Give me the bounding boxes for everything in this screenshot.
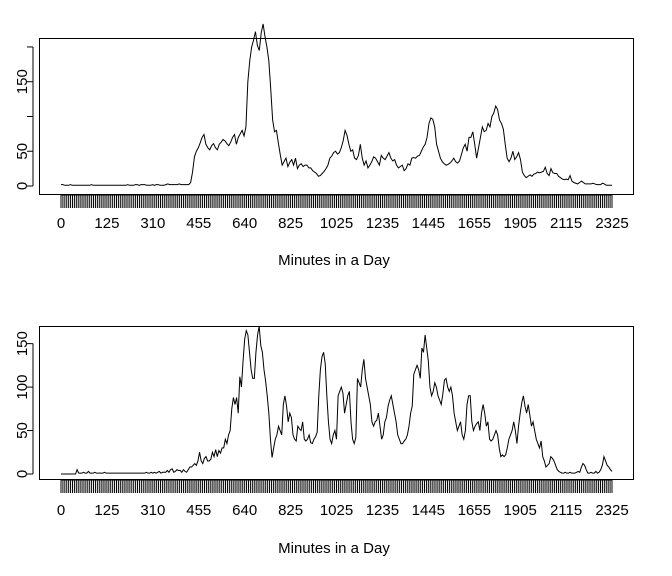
x-tick-label: 310 <box>140 502 165 519</box>
y-axis-bottom: 0 50 100 150 <box>14 331 34 478</box>
x-tick-label: 825 <box>278 502 303 519</box>
panel-top: 0 50 150 0 125 310 455 640 825 1025 1235 1445 1655 1… <box>14 23 634 269</box>
x-tick-label: 825 <box>278 215 303 232</box>
x-tick-label: 2325 <box>595 215 628 232</box>
y-tick-label: 0 <box>14 182 31 190</box>
x-tick-label: 0 <box>57 215 65 232</box>
x-tick-label: 2115 <box>550 502 582 519</box>
panel-bottom: 0 50 100 150 0 125 310 455 640 825 1025 1235 1445 16… <box>14 326 634 557</box>
y-axis-top: 0 50 150 <box>14 46 34 190</box>
x-axis-title-bottom: Minutes in a Day <box>278 540 390 557</box>
x-axis-title-top: Minutes in a Day <box>278 252 390 269</box>
y-tick-label: 150 <box>14 69 31 94</box>
x-tick-label: 2325 <box>595 502 628 519</box>
x-tick-label: 455 <box>186 215 211 232</box>
y-tick-label: 0 <box>14 470 31 478</box>
x-tick-label: 455 <box>186 502 211 519</box>
x-tick-label: 640 <box>232 215 257 232</box>
x-tick-label: 1235 <box>366 502 399 519</box>
x-tick-label: 1025 <box>320 215 353 232</box>
x-tick-label: 1655 <box>458 502 491 519</box>
x-tick-label: 1025 <box>320 502 353 519</box>
x-tick-label: 640 <box>232 502 257 519</box>
x-tick-label: 1445 <box>412 215 445 232</box>
x-tick-label: 310 <box>140 215 165 232</box>
x-tick-label: 1445 <box>412 502 445 519</box>
series-line-top <box>61 23 612 186</box>
x-tick-label: 1655 <box>458 215 491 232</box>
x-axis-bottom: 0 125 310 455 640 825 1025 1235 1445 1655 1905 2115… <box>57 479 629 519</box>
x-tick-label: 1235 <box>366 215 399 232</box>
x-tick-label: 1905 <box>503 502 536 519</box>
x-tick-label: 125 <box>94 502 119 519</box>
x-axis-top: 0 125 310 455 640 825 1025 1235 1445 1655 1905 2115… <box>57 194 629 232</box>
x-tick-label: 1905 <box>503 215 536 232</box>
x-tick-label: 0 <box>57 502 65 519</box>
x-tick-label: 125 <box>94 215 119 232</box>
y-tick-label: 150 <box>14 331 31 356</box>
y-tick-label: 50 <box>14 422 31 439</box>
series-line-bottom <box>61 326 613 475</box>
y-tick-label: 50 <box>14 143 31 160</box>
x-tick-label: 2115 <box>550 215 582 232</box>
y-tick-label: 100 <box>14 375 31 400</box>
